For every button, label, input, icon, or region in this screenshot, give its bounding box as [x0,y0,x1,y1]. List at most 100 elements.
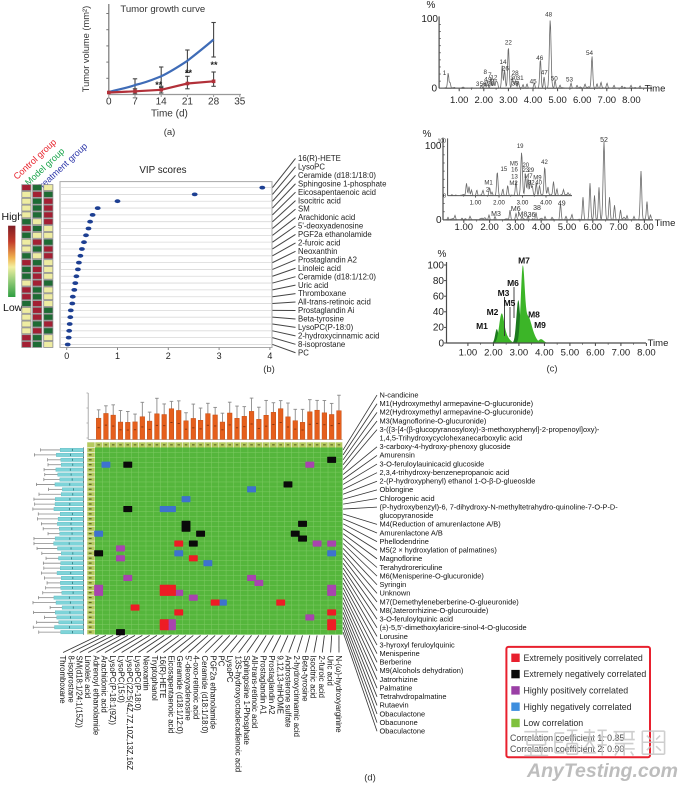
svg-text:High: High [2,211,24,223]
svg-text:AnyTesting.com: AnyTesting.com [526,760,678,782]
svg-text:8-isoprostane: 8-isoprostane [66,656,75,703]
svg-text:36: 36 [528,212,536,219]
svg-text:5.00: 5.00 [558,222,577,233]
svg-text:Highly positively correlated: Highly positively correlated [524,686,629,696]
svg-text:2-(P-hydroxyphenyl) ethanol 1-: 2-(P-hydroxyphenyl) ethanol 1-O-β-D-glue… [380,477,536,486]
svg-text:7: 7 [132,97,138,108]
svg-text:6.00: 6.00 [586,348,605,359]
svg-text:7: 7 [488,72,492,79]
svg-text:48: 48 [545,12,553,19]
svg-text:38: 38 [533,205,541,212]
svg-text:49: 49 [558,201,566,208]
svg-text:Prostaglandin Ai: Prostaglandin Ai [298,306,355,315]
svg-text:45: 45 [530,79,538,86]
svg-text:Linoleic acid: Linoleic acid [83,656,92,699]
svg-text:PC: PC [217,656,226,667]
svg-text:2.00: 2.00 [493,201,505,207]
svg-text:Isocitric acid: Isocitric acid [309,656,318,699]
svg-text:M3: M3 [491,211,501,218]
svg-text:M3(Magnoflorine-O-glucuronide): M3(Magnoflorine-O-glucuronide) [380,416,487,425]
svg-text:100: 100 [438,139,447,145]
svg-text:2: 2 [486,188,490,194]
svg-text:Geramide (d18:1/12:0): Geramide (d18:1/12:0) [175,656,184,735]
svg-text:M4(Reduction of amurenlactone: M4(Reduction of amurenlactone A/B) [380,520,501,529]
svg-text:Berberine: Berberine [380,658,412,667]
svg-text:Time: Time [648,338,669,349]
svg-text:46: 46 [536,55,544,62]
svg-text:M8: M8 [528,310,540,320]
svg-text:2-furoic acid: 2-furoic acid [317,656,326,698]
svg-text:PC: PC [298,348,309,357]
svg-text:8.00: 8.00 [622,95,641,106]
svg-text:1: 1 [443,70,447,77]
svg-text:16: 16 [511,168,518,174]
svg-text:Chlorogenic acid: Chlorogenic acid [380,494,435,503]
svg-text:40: 40 [433,307,445,318]
svg-text:80: 80 [433,276,445,287]
svg-text:M3: M3 [498,288,510,298]
svg-text:0: 0 [436,215,442,226]
svg-text:3.00: 3.00 [517,201,529,207]
svg-text:Obacunone: Obacunone [380,718,418,727]
svg-text:Phellodendrine: Phellodendrine [380,537,429,546]
svg-text:Uric acid: Uric acid [298,281,328,290]
svg-text:21: 21 [182,97,194,108]
svg-text:4-oxo-retinoic acid: 4-oxo-retinoic acid [192,656,201,720]
svg-text:Obaculactone: Obaculactone [380,727,426,736]
svg-text:31: 31 [517,75,525,82]
svg-text:Extremely negatively correlate: Extremely negatively correlated [524,669,647,679]
svg-text:LysoPC(P-18:0): LysoPC(P-18:0) [133,656,142,712]
svg-text:Neoxanthin: Neoxanthin [298,247,337,256]
svg-text:N-(ω)-hydroxyarginine: N-(ω)-hydroxyarginine [334,656,343,733]
svg-text:Time (d): Time (d) [151,109,188,120]
svg-text:7.00: 7.00 [598,95,617,106]
svg-text:Magnoflorine: Magnoflorine [380,554,423,563]
svg-text:40: 40 [535,180,542,186]
svg-text:2-hydroxycinnamic acid: 2-hydroxycinnamic acid [292,656,301,737]
svg-text:15: 15 [501,167,508,173]
svg-text:(±)-5,5'-dimethoxylaricire-sin: (±)-5,5'-dimethoxylaricire-sinol-4-O-glu… [380,623,527,632]
svg-text:M8(Jaterorrhizine-O-glucurouid: M8(Jaterorrhizine-O-glucurouide) [380,606,489,615]
svg-text:3: 3 [217,351,222,361]
svg-text:54: 54 [586,50,594,57]
svg-text:0: 0 [431,84,437,95]
svg-text:Uric acid: Uric acid [325,656,334,686]
svg-text:7.00: 7.00 [609,222,628,233]
svg-text:2.00: 2.00 [475,95,494,106]
svg-text:Ceramide (d18:1/18:0): Ceramide (d18:1/18:0) [200,656,209,734]
svg-text:14: 14 [156,97,168,108]
svg-text:3-O-feruloylquinic acid: 3-O-feruloylquinic acid [380,615,454,624]
svg-text:LysoPC: LysoPC [225,656,234,683]
svg-text:%: % [427,0,436,11]
svg-text:Unknown: Unknown [380,589,411,598]
svg-text:Beta-tyrosine: Beta-tyrosine [300,656,309,702]
svg-text:1.00: 1.00 [455,222,474,233]
svg-text:Extremely positively correlate: Extremely positively correlated [524,653,643,663]
svg-text:20: 20 [522,163,529,169]
svg-text:**: ** [185,68,193,78]
svg-text:3-O-feruloylauinicacid glucosi: 3-O-feruloylauinicacid glucoside [380,459,485,468]
svg-text:Lorusine: Lorusine [380,632,408,641]
svg-text:42: 42 [541,160,548,166]
svg-text:4.00: 4.00 [535,348,554,359]
svg-text:(b): (b) [263,364,275,375]
svg-text:Arachidonic acid: Arachidonic acid [100,656,109,713]
svg-text:2,3,4-trihydroxy-benzenepropan: 2,3,4-trihydroxy-benzenepropanoic acid [380,468,510,477]
svg-text:Beta-tyrosine: Beta-tyrosine [298,315,344,324]
svg-text:4.00: 4.00 [524,95,543,106]
svg-text:22: 22 [505,40,513,47]
svg-text:Thromboxane: Thromboxane [298,289,346,298]
svg-text:3.00: 3.00 [499,95,518,106]
svg-text:3-hyroxyl feruloylquinic: 3-hyroxyl feruloylquinic [380,640,455,649]
svg-text:M5: M5 [510,162,519,168]
svg-text:Ceramide (d18:1/12:0): Ceramide (d18:1/12:0) [298,272,376,281]
svg-text:8.00: 8.00 [635,222,654,233]
svg-text:4.00: 4.00 [532,222,551,233]
svg-text:Low correlation: Low correlation [524,718,584,728]
svg-text:PGF2a ethanolamide: PGF2a ethanolamide [298,230,372,239]
svg-text:Tryptophanol: Tryptophanol [150,656,159,701]
svg-text:Thromboxane: Thromboxane [58,656,67,704]
svg-text:Syringin: Syringin [380,580,407,589]
svg-text:5'-deoxyadenosine: 5'-deoxyadenosine [183,656,192,721]
svg-text:4: 4 [484,77,488,84]
